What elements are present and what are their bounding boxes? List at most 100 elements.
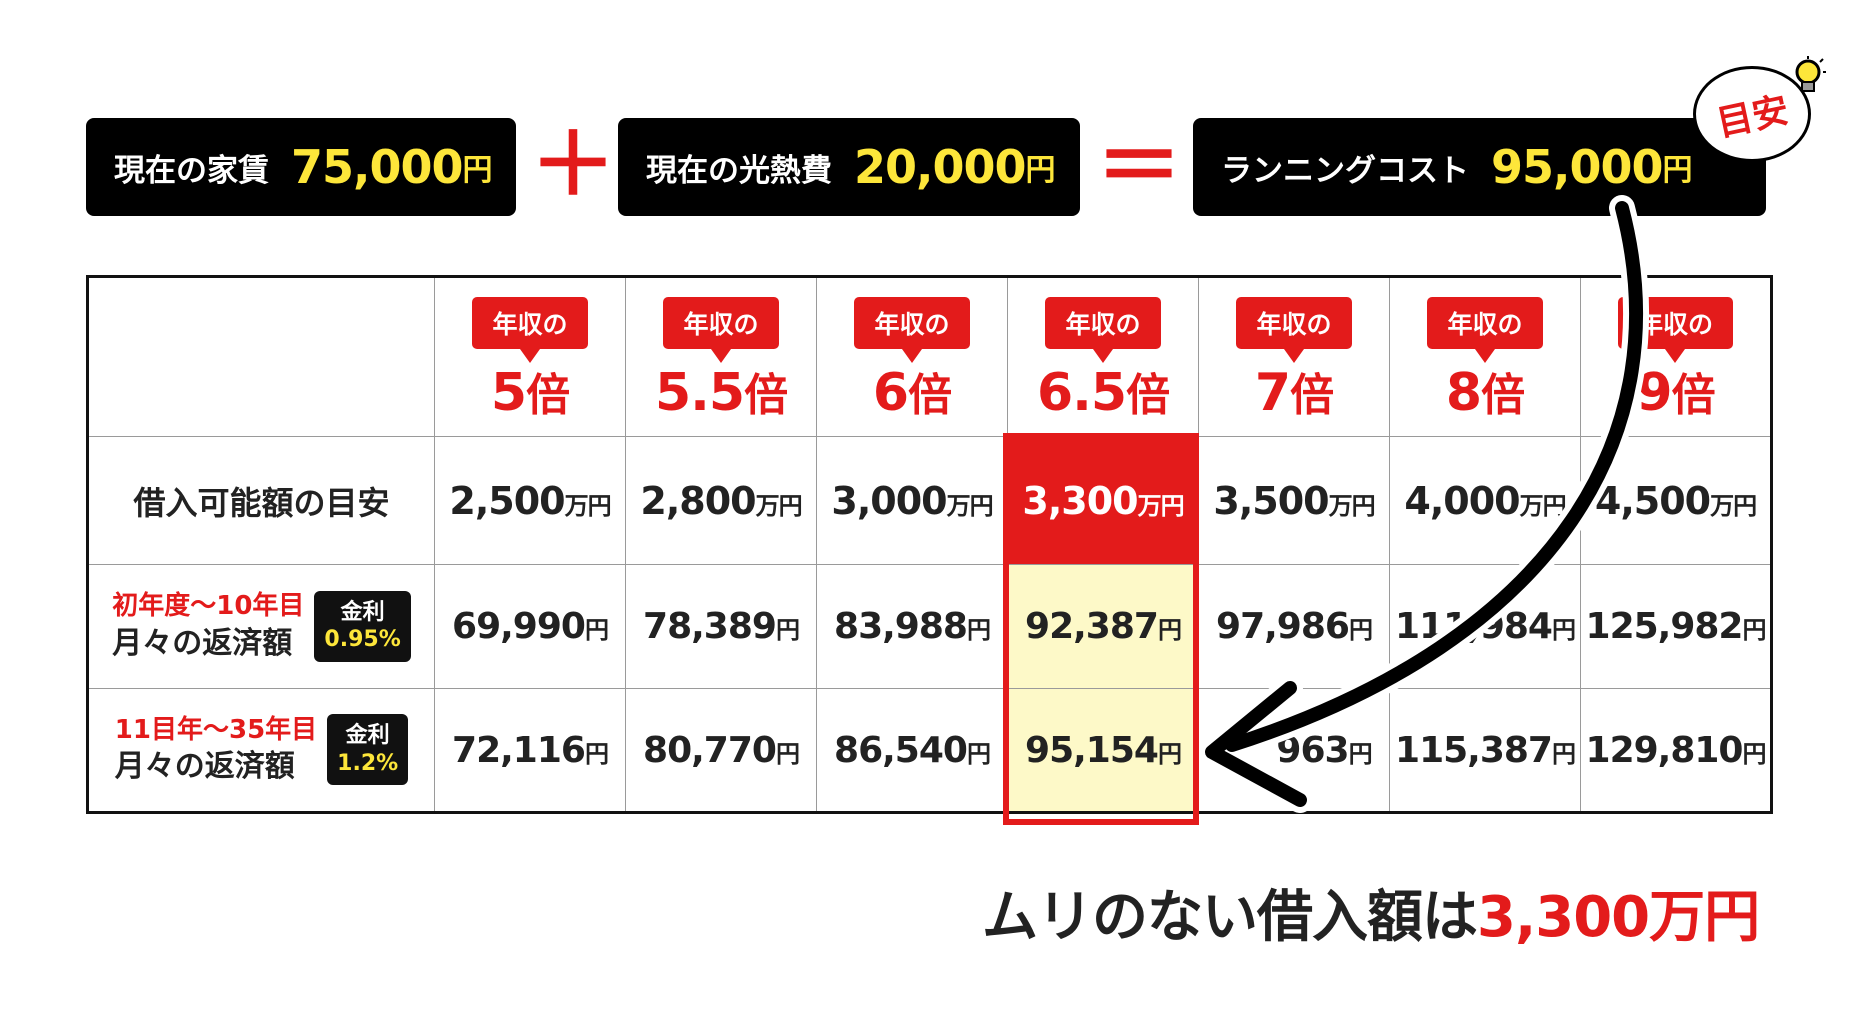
income-tag: 年収の: [1427, 297, 1543, 363]
payment-row-1-label-cell: 初年度〜10年目 月々の返済額 金利 0.95%: [87, 564, 435, 689]
payment-cell: 86,540円: [816, 688, 1008, 813]
payment-value: 92,387円: [1025, 606, 1182, 647]
multiplier-header: 年収の 6.5倍: [1007, 276, 1199, 437]
payment-cell: 80,770円: [625, 688, 817, 813]
payment-value: 80,770円: [643, 729, 800, 771]
income-tag: 年収の: [1236, 297, 1352, 363]
loan-cell: 3,500万円: [1198, 436, 1390, 565]
multiplier-header: 年収の 5倍: [434, 276, 626, 437]
interest-rate-badge: 金利 1.2%: [327, 714, 409, 786]
multiplier-value: 8倍: [1445, 363, 1525, 423]
payment-row-2: 11目年〜35年目 月々の返済額 金利 1.2% 72,116円 80,770円…: [87, 688, 1772, 813]
loan-value: 3,500万円: [1213, 478, 1375, 523]
payment-cell: 129,810円: [1580, 688, 1772, 813]
loan-cell: 2,500万円: [434, 436, 626, 565]
rate-label: 金利: [340, 599, 385, 625]
payment-value: 129,810円: [1585, 729, 1767, 771]
loan-value: 4,500万円: [1594, 478, 1757, 523]
multiplier-header: 年収の 5.5倍: [625, 276, 817, 437]
payment-cell: 78,389円: [625, 564, 817, 689]
running-cost-unit: 円: [1662, 153, 1693, 188]
payment-cell: 69,990円: [434, 564, 626, 689]
rent-unit: 円: [462, 153, 493, 188]
rate-value: 0.95%: [324, 627, 401, 653]
loan-value: 2,800万円: [640, 478, 802, 523]
running-cost-amount: 95,000: [1491, 140, 1664, 194]
period-label: 11目年〜35年目: [114, 714, 318, 745]
payment-cell: 963円: [1198, 688, 1390, 813]
utility-label: 現在の光熱費: [646, 152, 832, 189]
loan-cell-highlighted: 3,300万円: [1007, 436, 1199, 565]
lightbulb-icon: [1795, 56, 1826, 92]
income-tag: 年収の: [854, 297, 970, 363]
multiplier-value: 6倍: [872, 363, 952, 423]
income-tag: 年収の: [1045, 297, 1161, 363]
payment-value: 97,986円: [1216, 606, 1373, 647]
plus-sign: ＋: [530, 115, 616, 215]
interest-rate-badge: 金利 0.95%: [314, 590, 411, 662]
loan-cell: 4,000万円: [1389, 436, 1581, 565]
payment-label: 月々の返済額: [114, 749, 295, 785]
multiplier-header: 年収の 8倍: [1389, 276, 1581, 437]
payment-value: 963円: [1276, 729, 1372, 771]
rate-value: 1.2%: [337, 750, 399, 776]
multiplier-header: 年収の 7倍: [1198, 276, 1390, 437]
multiplier-header: 年収の 9倍: [1580, 276, 1772, 437]
payment-value: 95,154円: [1025, 729, 1182, 771]
period-label: 初年度〜10年目: [112, 591, 305, 622]
payment-cell-highlighted: 95,154円: [1007, 688, 1199, 813]
multiplier-value: 9倍: [1636, 363, 1715, 423]
equals-sign: ＝: [1096, 117, 1182, 217]
income-tag: 年収の: [472, 297, 588, 363]
loan-table: 年収の 5倍 年収の 5.5倍 年収の 6倍 年収の 6.5倍 年収の 7倍 年…: [86, 275, 1773, 814]
payment-cell: 83,988円: [816, 564, 1008, 689]
multiplier-value: 5.5倍: [654, 363, 788, 423]
payment-cell: 97,986円: [1198, 564, 1390, 689]
payment-value: 72,116円: [452, 729, 609, 771]
utility-unit: 円: [1025, 153, 1056, 188]
multiplier-value: 7倍: [1254, 363, 1334, 423]
payment-value: 125,982円: [1585, 606, 1767, 647]
rent-box: 現在の家賃 75,000 円: [86, 118, 516, 216]
utility-amount: 20,000: [854, 140, 1027, 194]
loan-row-label: 借入可能額の目安: [133, 483, 390, 522]
payment-cell: 72,116円: [434, 688, 626, 813]
payment-cell: 111,984円: [1389, 564, 1581, 689]
loan-cell: 2,800万円: [625, 436, 817, 565]
payment-value: 78,389円: [643, 606, 800, 647]
loan-cell: 3,000万円: [816, 436, 1008, 565]
payment-value: 111,984円: [1395, 606, 1576, 647]
multiplier-header: 年収の 6倍: [816, 276, 1008, 437]
loan-cell: 4,500万円: [1580, 436, 1772, 565]
utility-box: 現在の光熱費 20,000 円: [618, 118, 1080, 216]
hint-bubble: [1693, 66, 1811, 162]
payment-cell-highlighted: 92,387円: [1007, 564, 1199, 689]
payment-value: 115,387円: [1395, 729, 1576, 771]
conclusion-text: ムリのない借入額は3,300万円: [982, 872, 1760, 953]
rent-amount: 75,000: [291, 140, 464, 194]
loan-value: 2,500万円: [449, 478, 611, 523]
conclusion-amount: 3,300万円: [1477, 885, 1760, 950]
payment-value: 83,988円: [834, 606, 991, 647]
loan-row-label-cell: 借入可能額の目安: [87, 436, 435, 565]
corner-cell: [87, 276, 435, 437]
loan-row: 借入可能額の目安 2,500万円 2,800万円 3,000万円 3,300万円…: [87, 436, 1772, 565]
payment-row-2-label-cell: 11目年〜35年目 月々の返済額 金利 1.2%: [87, 688, 435, 813]
payment-cell: 125,982円: [1580, 564, 1772, 689]
income-tag: 年収の: [1617, 297, 1733, 363]
loan-value: 3,300万円: [1022, 478, 1184, 523]
income-tag: 年収の: [663, 297, 779, 363]
payment-value: 86,540円: [834, 729, 991, 771]
loan-value: 4,000万円: [1404, 478, 1566, 523]
loan-value: 3,000万円: [831, 478, 993, 523]
rent-label: 現在の家賃: [114, 152, 269, 189]
conclusion-label: ムリのない借入額は: [982, 885, 1478, 950]
multiplier-value: 6.5倍: [1036, 363, 1170, 423]
running-cost-label: ランニングコスト: [1221, 152, 1469, 189]
header-row: 年収の 5倍 年収の 5.5倍 年収の 6倍 年収の 6.5倍 年収の 7倍 年…: [87, 276, 1772, 437]
payment-value: 69,990円: [452, 606, 609, 647]
payment-row-1: 初年度〜10年目 月々の返済額 金利 0.95% 69,990円 78,389円…: [87, 564, 1772, 689]
payment-cell: 115,387円: [1389, 688, 1581, 813]
running-cost-box: ランニングコスト 95,000 円: [1193, 118, 1766, 216]
multiplier-value: 5倍: [490, 363, 570, 423]
